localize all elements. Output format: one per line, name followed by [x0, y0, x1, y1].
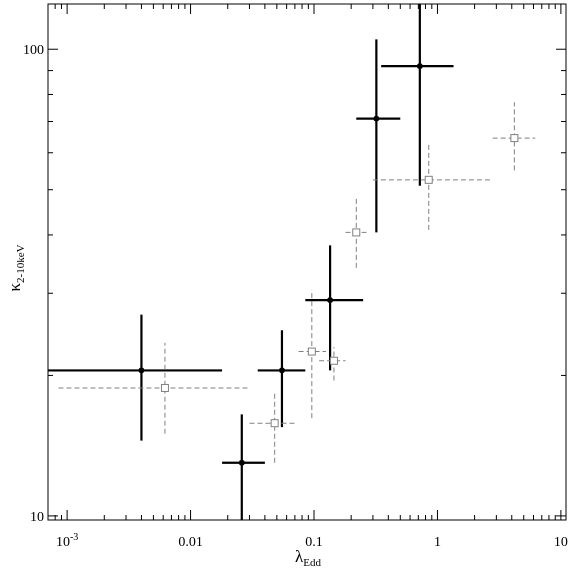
y-axis-label: κ2-10keV: [5, 244, 27, 291]
y-axis-label-main: κ: [5, 283, 24, 292]
data-point: [510, 134, 519, 143]
y-tick-label: 100: [23, 43, 44, 58]
x-tick-label: 0.1: [305, 535, 323, 550]
x-tick-label: 10: [554, 535, 568, 550]
y-tick-label: 10: [30, 510, 44, 525]
data-point: [238, 459, 245, 466]
label-layer: 10-3 0.01 0.1 1 10 10 100: [23, 43, 568, 550]
plot-frame: [47, 3, 567, 521]
y-axis-label-sub: 2-10keV: [15, 244, 27, 283]
data-point: [416, 63, 423, 70]
data-point: [424, 175, 433, 184]
data-layer: [48, 4, 536, 520]
x-tick-label: 10-3: [56, 532, 78, 550]
data-point: [160, 383, 169, 392]
x-axis-label-sub: Edd: [303, 557, 321, 569]
tick-layer: [47, 4, 566, 520]
x-tick-label: 0.01: [178, 535, 203, 550]
data-point: [307, 347, 316, 356]
data-point: [327, 297, 334, 304]
data-point: [329, 356, 338, 365]
series-2: [58, 102, 536, 463]
data-point: [352, 228, 361, 237]
series-1: [48, 4, 454, 520]
x-axis-label-main: λ: [295, 547, 304, 566]
x-axis-label: λEdd: [295, 547, 321, 569]
data-point: [373, 115, 380, 122]
data-point: [270, 419, 279, 428]
data-point: [138, 367, 145, 374]
x-tick-label: 1: [434, 535, 441, 550]
data-point: [278, 367, 285, 374]
